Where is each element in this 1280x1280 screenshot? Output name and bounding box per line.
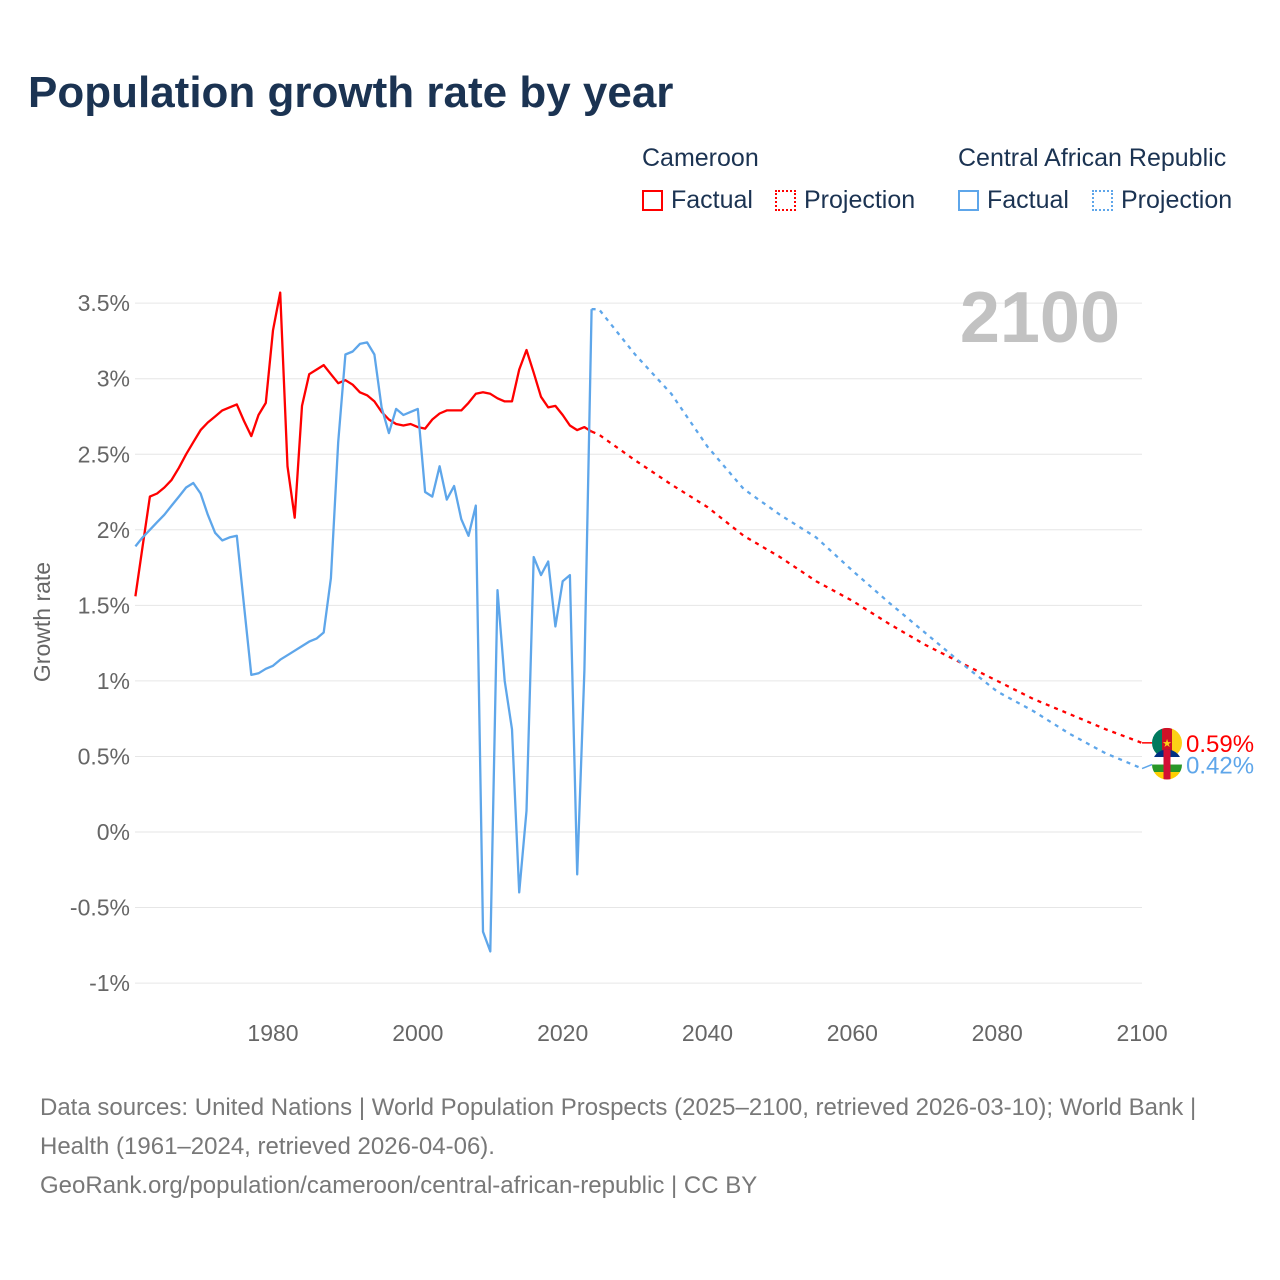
flag-stripe <box>1162 727 1172 758</box>
year-watermark: 2100 <box>960 278 1120 358</box>
data-sources: Data sources: United Nations | World Pop… <box>40 1094 1197 1160</box>
legend-cameroon-heading: Cameroon <box>642 144 759 172</box>
y-tick-label: 2.5% <box>78 441 130 467</box>
solid-swatch-icon <box>642 190 663 211</box>
star-icon: ★ <box>1162 738 1172 750</box>
legend-label: Projection <box>804 186 916 214</box>
x-tick-label: 2020 <box>537 1020 588 1046</box>
credit-link[interactable]: GeoRank.org/population/cameroon/central-… <box>40 1172 758 1199</box>
x-tick-label: 2060 <box>827 1020 878 1046</box>
cameroon-projection-line <box>591 430 1143 744</box>
line-chart: -1% -0.5% 0% 0.5% 1% 1.5% 2% 2.5% 3% 3.5% 1980 2000… <box>29 278 1254 1046</box>
y-tick-label: -0.5% <box>70 895 130 921</box>
car-factual-line <box>134 309 593 953</box>
cameroon-flag-icon: ★ <box>1152 727 1182 758</box>
x-tick-label: 1980 <box>247 1020 298 1046</box>
legend-cameroon-factual[interactable]: Factual <box>642 186 753 215</box>
y-tick-label: 2% <box>97 517 130 543</box>
flag-stripe <box>1172 727 1182 758</box>
page-title: Population growth rate by year <box>28 68 674 117</box>
legend-cameroon-projection[interactable]: Projection <box>775 186 915 215</box>
solid-swatch-icon <box>958 190 979 211</box>
flag-stripe <box>1163 749 1171 780</box>
y-tick-label: 3.5% <box>78 290 130 316</box>
cameroon-factual-line <box>134 291 593 597</box>
x-tick-label: 2040 <box>682 1020 733 1046</box>
x-tick-label: 2000 <box>392 1020 443 1046</box>
y-tick-label: 1.5% <box>78 592 130 618</box>
end-value-label: 0.42% <box>1186 753 1254 780</box>
flag-body: ★ <box>1152 727 1182 758</box>
y-tick-label: 0% <box>97 819 130 845</box>
legend-car-heading: Central African Republic <box>958 144 1227 172</box>
car-projection-line <box>591 308 1143 770</box>
legend-label: Factual <box>987 186 1069 214</box>
y-tick-label: -1% <box>89 970 130 996</box>
connector-line <box>1141 763 1153 770</box>
car-flag-icon <box>1152 749 1182 780</box>
legend-car-projection[interactable]: Projection <box>1092 186 1232 215</box>
y-tick-label: 1% <box>97 668 130 694</box>
dotted-swatch-icon <box>775 190 796 211</box>
end-value-label: 0.59% <box>1186 731 1254 758</box>
y-axis-label: Growth rate <box>29 562 55 682</box>
legend-car-factual[interactable]: Factual <box>958 186 1069 215</box>
flag-stripe <box>1152 727 1162 758</box>
legend-label: Projection <box>1121 186 1233 214</box>
y-tick-label: 3% <box>97 366 130 392</box>
y-tick-label: 0.5% <box>78 743 130 769</box>
dotted-swatch-icon <box>1092 190 1113 211</box>
x-tick-label: 2100 <box>1116 1020 1167 1046</box>
legend-label: Factual <box>671 186 753 214</box>
flag-body <box>1152 749 1182 780</box>
x-tick-label: 2080 <box>972 1020 1023 1046</box>
footer: Data sources: United Nations | World Pop… <box>40 1088 1240 1205</box>
